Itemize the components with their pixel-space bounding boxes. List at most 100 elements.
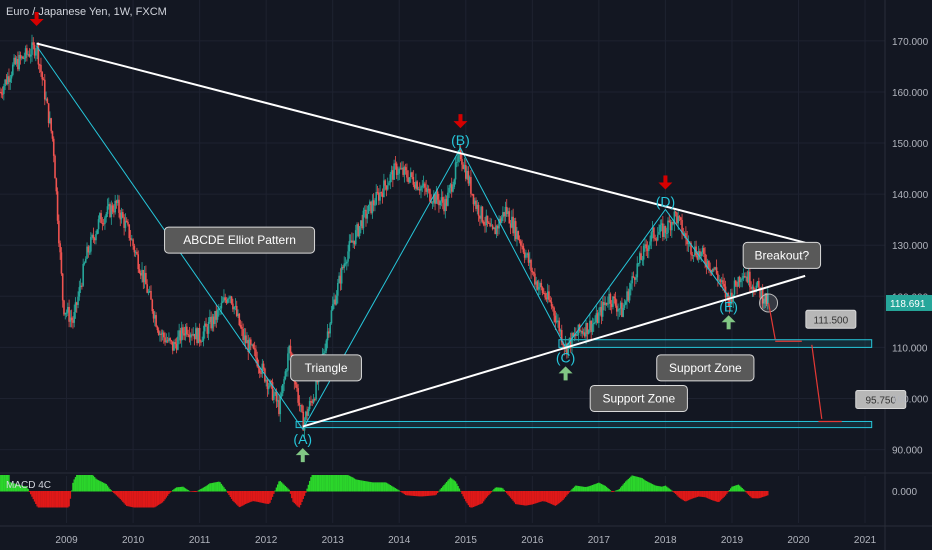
macd-bar [125,491,128,506]
candle-body [139,272,142,276]
macd-bar [402,491,404,494]
x-tick-label: 2014 [388,535,411,546]
candle-body [348,241,351,252]
candle-body [282,384,284,394]
macd-bar [142,491,145,508]
candle-body [193,333,196,340]
macd-bar [527,491,530,506]
macd-bar [610,491,613,492]
macd-bar [678,491,681,498]
candle-body [649,241,651,246]
macd-bar [672,491,674,492]
candle-body [161,332,164,335]
candle-body [740,279,742,283]
price-candles [0,34,769,439]
macd-bar [705,491,708,498]
candle-body [54,155,56,179]
candle-body [454,162,457,180]
candle-body [640,253,642,260]
macd-bar [36,491,38,507]
candle-body [763,301,765,304]
candle-body [495,225,498,235]
candle-body [554,315,557,323]
macd-bar [408,491,411,496]
candle-body [354,230,357,245]
candle-body [365,209,367,219]
macd-bar [151,491,153,508]
macd-bar [632,475,635,492]
candle-body [65,312,68,314]
macd-bar [54,491,56,508]
macd-bar [38,491,41,508]
wave-labels: (A) (B) (C) (D) (E) [293,132,738,447]
candle-body [676,212,678,224]
macd-bar [206,485,209,492]
macd-bar [559,491,562,503]
macd-bar [722,491,724,499]
candle-body [751,286,754,289]
candle-body [187,334,189,336]
macd-bar [504,491,507,492]
candle-body [564,343,567,348]
candle-body [165,340,168,343]
sell-arrow-icon [453,114,468,129]
macd-bar [651,484,654,492]
candle-body [338,275,340,284]
macd-bar [360,480,362,492]
macd-bar [374,482,376,492]
x-tick-label: 2020 [787,535,810,546]
macd-bar [251,491,253,502]
macd-bar [676,491,678,496]
macd-bar [113,491,115,494]
candle-body [122,212,124,218]
candle-body [488,222,490,224]
macd-bar [279,480,281,492]
macd-bar [366,481,368,492]
candle-body [736,285,738,287]
candle-body [6,76,9,85]
candle-body [385,185,388,190]
macd-bar [201,488,203,492]
candle-body [179,330,182,341]
macd-bar [110,490,113,492]
macd-bar [664,485,667,492]
candle-body [224,297,227,301]
candle-body [353,240,356,245]
candle-body [46,98,49,104]
macd-bar [555,491,558,506]
macd-bar [444,483,447,492]
candle-body [110,205,113,218]
candle-body [667,220,669,233]
macd-bar [170,491,173,492]
macd-bar [172,490,174,492]
arrow-head [721,315,736,323]
candle-body [504,206,507,217]
macd-bar [520,491,522,505]
macd-bar [9,482,11,492]
candle-body [262,363,265,369]
macd-bar [731,486,733,492]
candle-body [562,342,564,346]
candle-body [141,269,143,276]
macd-bar [397,489,399,492]
y-tick-label: 150.000 [892,139,929,150]
candle-body [633,277,636,280]
macd-bar [119,491,121,499]
macd-bar [6,475,9,492]
macd-bar [93,477,96,492]
macd-bar [467,491,470,506]
macd-bar [108,487,110,492]
macd-bar [536,491,539,503]
candle-body [621,302,623,317]
candle-body [334,299,337,305]
macd-bar [160,491,162,504]
macd-bar [376,482,379,492]
candle-body [138,269,141,273]
candle-body [663,226,665,238]
macd-bar [598,482,600,492]
macd-bar [189,491,192,492]
candle-body [450,184,453,192]
macd-bar [45,491,47,508]
macd-bar [265,491,267,504]
